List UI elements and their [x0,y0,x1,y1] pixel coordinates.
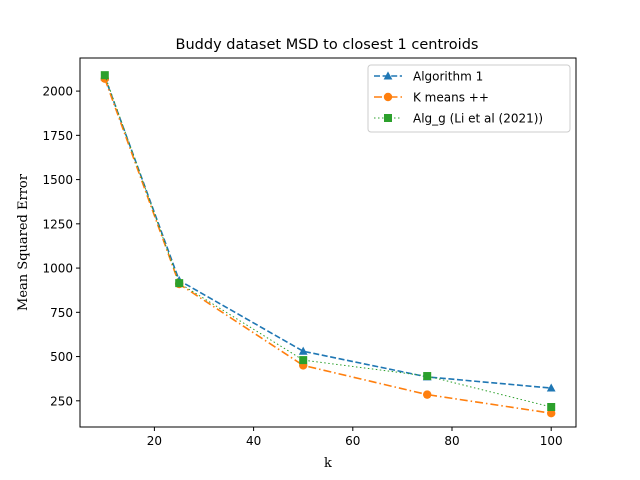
data-point [547,403,556,412]
legend-label: Alg_g (Li et al (2021)) [413,112,543,126]
data-point [175,279,184,288]
x-tick-label: 20 [147,434,162,448]
x-tick-label: 100 [540,434,563,448]
y-tick-label: 1500 [42,173,73,187]
x-axis-label: k [324,456,332,471]
series-3 [100,71,556,412]
plot-frame [79,57,577,428]
legend-label: K means ++ [413,91,489,105]
chart-title: Buddy dataset MSD to closest 1 centroids [176,37,479,53]
data-point [547,408,556,418]
x-tick-label: 80 [444,434,459,448]
data-point [423,390,432,399]
y-tick-label: 1250 [42,217,73,231]
x-tick-label: 60 [345,434,360,448]
data-point [100,71,109,80]
y-tick-label: 2000 [42,85,73,99]
legend-box [367,64,571,133]
y-tick-label: 500 [50,350,73,364]
y-axis-label: Mean Squared Error [16,173,31,311]
y-axis: 250 500 750 1000 1250 1500 1750 2000 [42,85,80,408]
y-tick-label: 250 [50,394,73,408]
y-tick-label: 1750 [42,129,73,143]
data-point [298,346,308,355]
series-line [104,76,552,389]
series-layer [100,71,556,418]
y-tick-label: 750 [50,306,73,320]
legend-marker [384,114,392,122]
x-tick-label: 40 [246,434,261,448]
legend-label: Algorithm 1 [413,70,483,84]
series-line [104,78,552,414]
data-point [546,383,556,392]
legend-marker [383,92,393,102]
legend: Algorithm 1 K means ++ Alg_g (Li et al (20… [367,64,571,133]
legend-item: Alg_g (Li et al (2021)) [374,112,543,126]
y-tick-label: 1000 [42,262,73,276]
legend-item: K means ++ [374,91,489,105]
data-point [423,372,432,381]
x-axis: 20 40 60 80 100 [147,427,563,448]
legend-marker [383,71,393,80]
data-point [299,356,308,365]
legend-item: Algorithm 1 [374,70,483,84]
